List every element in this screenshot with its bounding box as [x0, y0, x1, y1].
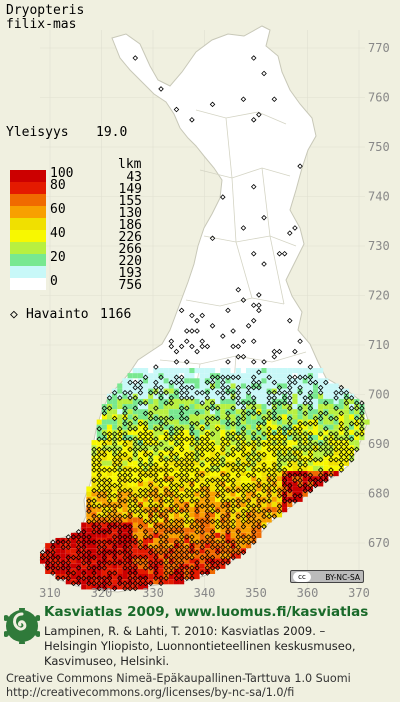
northing-label: 770 — [368, 41, 390, 55]
northing-label: 710 — [368, 338, 390, 352]
northing-label: 680 — [368, 487, 390, 501]
legend-swatch — [10, 242, 46, 254]
northing-label: 730 — [368, 239, 390, 253]
northing-label: 760 — [368, 91, 390, 105]
easting-label: 340 — [194, 586, 216, 600]
frequency-label: Yleisyys — [6, 125, 69, 140]
legend-swatch — [10, 194, 46, 206]
northing-labels: 770 760 750 740 730 720 710 700 690 680 670 — [368, 41, 390, 550]
license-line-2[interactable]: http://creativecommons.org/licenses/by-n… — [6, 686, 295, 699]
easting-label: 330 — [142, 586, 164, 600]
northing-label: 720 — [368, 289, 390, 303]
northing-label: 690 — [368, 437, 390, 451]
abundance-cells — [40, 368, 370, 590]
legend-count-header: lkm — [118, 157, 142, 172]
legend-count: 756 — [119, 278, 142, 293]
observation-label: Havainto — [26, 307, 89, 322]
observation-markers — [39, 55, 365, 592]
legend-class-label: 60 — [50, 202, 66, 217]
legend-swatch — [10, 206, 46, 218]
legend-count: 186 — [119, 218, 142, 233]
license-line-1: Creative Commons Nimeä-Epäkaupallinen-Ta… — [6, 672, 351, 685]
observation-count: 1166 — [100, 307, 131, 322]
northing-label: 700 — [368, 388, 390, 402]
legend-class-label: 20 — [50, 250, 66, 265]
footer-heading[interactable]: Kasviatlas 2009, www.luomus.fi/kasviatla… — [44, 604, 369, 620]
license-badge[interactable]: cc BY-NC-SA — [290, 570, 364, 583]
observation-symbol: ◇ — [10, 307, 18, 322]
legend-count: 220 — [119, 254, 142, 269]
legend-swatch — [10, 230, 46, 242]
citation-line-3: Kasvimuseo, Helsinki. — [44, 654, 170, 668]
legend-swatch — [10, 278, 46, 290]
easting-label: 350 — [245, 586, 267, 600]
license-badge-text: BY-NC-SA — [325, 573, 360, 582]
legend-count: 149 — [119, 182, 142, 197]
species-name-line1: Dryopteris — [6, 3, 84, 18]
legend-swatch — [10, 266, 46, 278]
citation-line-1: Lampinen, R. & Lahti, T. 2010: Kasviatla… — [44, 624, 326, 638]
legend-class-label: 0 — [50, 274, 58, 289]
kasviatlas-logo-icon — [4, 608, 40, 644]
legend-class-label: 40 — [50, 226, 66, 241]
legend-count: 193 — [119, 266, 142, 281]
legend-swatch — [10, 254, 46, 266]
legend-count: 155 — [119, 194, 142, 209]
easting-label: 310 — [39, 586, 61, 600]
northing-label: 670 — [368, 536, 390, 550]
frequency-value: 19.0 — [96, 125, 127, 140]
easting-label: 320 — [91, 586, 113, 600]
easting-label: 360 — [297, 586, 319, 600]
northing-label: 740 — [368, 190, 390, 204]
legend-count: 226 — [119, 230, 142, 245]
cc-icon: cc — [293, 572, 311, 582]
legend-swatch — [10, 182, 46, 194]
legend-class-label: 80 — [50, 178, 66, 193]
legend-class-label: 100 — [50, 166, 73, 181]
northing-label: 750 — [368, 140, 390, 154]
citation-line-2: Helsingin Yliopisto, Luonnontieteellinen… — [44, 639, 356, 653]
easting-labels: 310 320 330 340 350 360 370 — [39, 586, 370, 600]
legend-count: 266 — [119, 242, 142, 257]
legend-count: 130 — [119, 206, 142, 221]
legend-swatch — [10, 218, 46, 230]
legend-count: 43 — [126, 170, 142, 185]
species-name-line2: filix-mas — [6, 17, 76, 32]
legend-swatch — [10, 170, 46, 182]
easting-label: 370 — [348, 586, 370, 600]
